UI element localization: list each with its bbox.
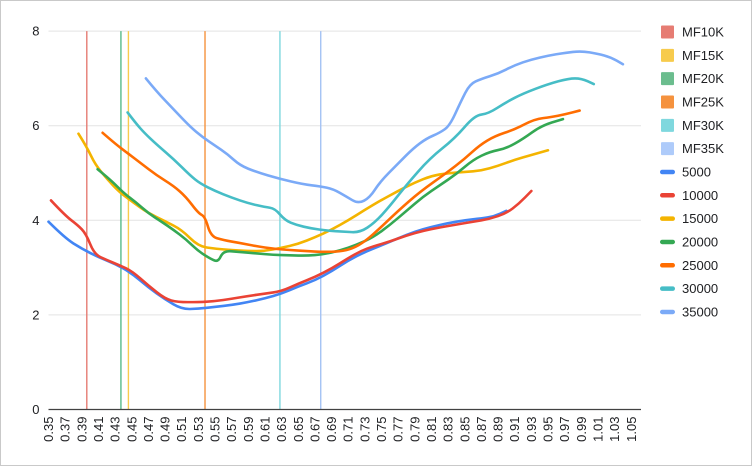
legend-swatch-square [661, 95, 674, 109]
legend-swatch-square [661, 25, 674, 39]
legend-swatch-line [660, 216, 675, 221]
legend-swatch-square [661, 142, 674, 156]
legend-swatch-line [660, 169, 675, 175]
legend-label: 30000 [682, 281, 718, 296]
legend-item-10000: 10000 [660, 188, 718, 203]
x-tick-label: 0.41 [91, 417, 106, 442]
legend-swatch-line [660, 309, 675, 315]
x-tick-label: 0.45 [124, 417, 139, 442]
x-tick-label: 0.53 [191, 417, 206, 442]
legend-swatch-line [660, 239, 675, 245]
x-tick-label: 0.63 [274, 417, 289, 442]
x-tick-label: 0.47 [141, 417, 156, 442]
y-tick-label: 6 [32, 118, 39, 133]
x-tick-label: 0.35 [41, 417, 56, 442]
legend-item-MF15K: MF15K [661, 48, 724, 63]
x-tick-label: 0.59 [241, 417, 256, 442]
x-tick-label: 0.79 [407, 417, 422, 442]
x-tick-label: 0.75 [374, 417, 389, 442]
legend-label: MF20K [682, 71, 724, 86]
x-tick-label: 0.71 [341, 417, 356, 442]
x-tick-label: 0.83 [441, 417, 456, 442]
series-line-25000 [101, 109, 581, 254]
legend-label: MF35K [682, 141, 724, 156]
legend-label: 25000 [682, 258, 718, 273]
legend-item-MF20K: MF20K [661, 71, 724, 86]
legend-item-25000: 25000 [660, 258, 718, 273]
legend-label: 5000 [682, 164, 711, 179]
x-tick-label: 1.05 [624, 417, 639, 442]
legend-swatch-square [661, 118, 674, 132]
y-tick-label: 0 [32, 402, 39, 417]
legend-label: 20000 [682, 234, 718, 249]
x-tick-label: 0.37 [58, 417, 73, 442]
legend-label: MF25K [682, 94, 724, 109]
x-tick-label: 0.49 [158, 417, 173, 442]
x-tick-label: 0.97 [557, 417, 572, 442]
legend-label: MF30K [682, 118, 724, 133]
legend-label: 15000 [682, 211, 718, 226]
x-tick-label: 0.61 [257, 417, 272, 442]
x-tick-label: 0.69 [324, 417, 339, 442]
legend-label: MF10K [682, 25, 724, 40]
y-tick-label: 8 [32, 24, 39, 39]
x-tick-label: 0.99 [574, 417, 589, 442]
legend-label: 10000 [682, 188, 718, 203]
x-tick-label: 1.01 [590, 417, 605, 442]
x-tick-label: 0.39 [74, 417, 89, 442]
x-tick-label: 0.57 [224, 417, 239, 442]
legend-item-30000: 30000 [660, 281, 718, 296]
x-tick-label: 0.89 [491, 417, 506, 442]
legend-label: MF15K [682, 48, 724, 63]
legend-swatch-line [660, 286, 675, 291]
x-tick-label: 0.91 [507, 417, 522, 442]
legend-item-MF35K: MF35K [661, 141, 724, 156]
legend-item-MF30K: MF30K [661, 118, 724, 133]
legend-swatch-line [660, 193, 675, 198]
legend-item-5000: 5000 [660, 164, 711, 179]
x-tick-label: 0.55 [208, 417, 223, 442]
legend-swatch-square [661, 48, 674, 62]
legend-label: 35000 [682, 304, 718, 319]
series-line-10000 [49, 189, 533, 304]
x-tick-label: 0.85 [457, 417, 472, 442]
legend-item-20000: 20000 [660, 234, 718, 249]
legend-swatch-line [660, 263, 675, 268]
x-tick-label: 1.03 [607, 417, 622, 442]
series-line-35000 [144, 50, 625, 204]
x-tick-label: 0.95 [541, 417, 556, 442]
y-tick-label: 4 [32, 213, 39, 228]
legend-swatch-square [661, 72, 674, 86]
x-tick-label: 0.67 [307, 417, 322, 442]
x-tick-label: 0.77 [391, 417, 406, 442]
series-line-15000 [77, 132, 550, 253]
x-tick-label: 0.65 [291, 417, 306, 442]
x-tick-label: 0.73 [357, 417, 372, 442]
legend-item-15000: 15000 [660, 211, 718, 226]
x-tick-label: 0.51 [174, 417, 189, 442]
y-tick-label: 2 [32, 307, 39, 322]
legend-item-35000: 35000 [660, 304, 718, 319]
series-line-5000 [47, 209, 508, 311]
x-tick-label: 0.81 [424, 417, 439, 442]
legend-item-MF10K: MF10K [661, 25, 724, 40]
x-tick-label: 0.43 [108, 417, 123, 442]
series-line-30000 [126, 77, 596, 234]
x-tick-label: 0.93 [524, 417, 539, 442]
legend-item-MF25K: MF25K [661, 94, 724, 109]
series-line-20000 [96, 117, 565, 263]
x-tick-label: 0.87 [474, 417, 489, 442]
